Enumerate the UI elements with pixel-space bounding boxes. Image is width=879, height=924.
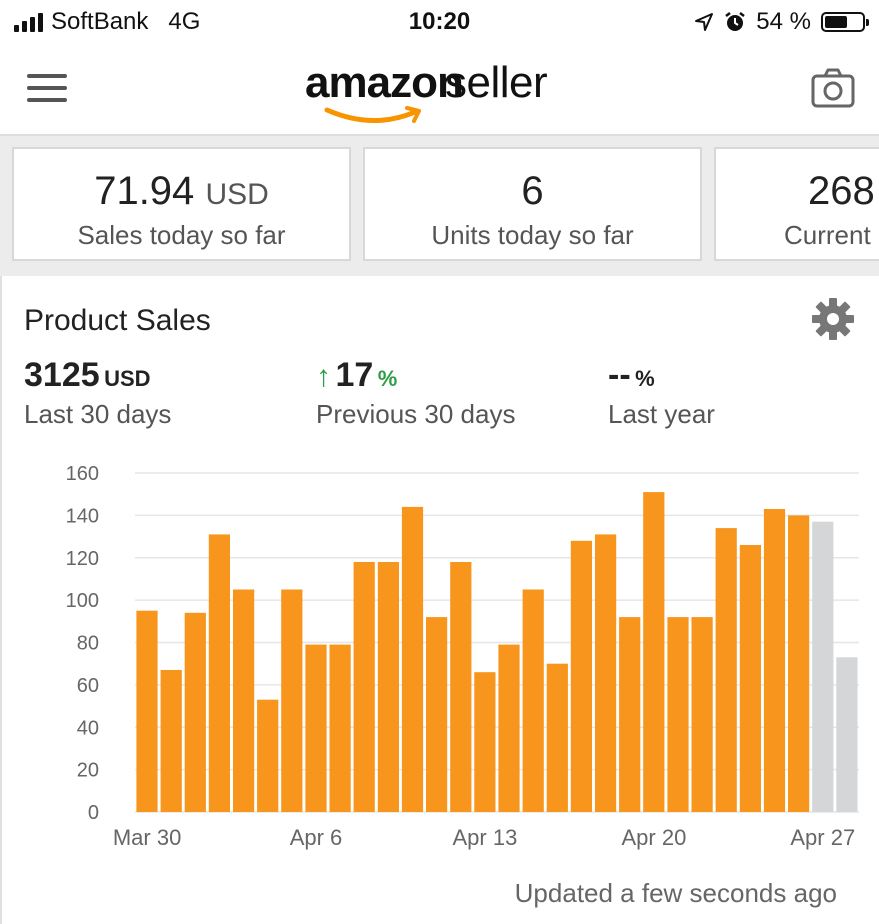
kpi-card-sales[interactable]: 71.94 USD Sales today so far bbox=[12, 147, 351, 261]
sales-bar[interactable] bbox=[305, 644, 327, 812]
sales-bar[interactable] bbox=[739, 545, 761, 812]
network-type: 4G bbox=[168, 8, 201, 35]
kpi-card-units[interactable]: 6 Units today so far bbox=[363, 147, 702, 261]
sales-bar[interactable] bbox=[788, 515, 810, 812]
stat-last-30-days: 3125 USD Last 30 days bbox=[24, 356, 171, 430]
change-unit: % bbox=[377, 366, 398, 391]
sales-bar[interactable] bbox=[474, 672, 496, 812]
alarm-icon bbox=[725, 12, 746, 31]
sales-bar[interactable] bbox=[377, 562, 399, 812]
sales-bar[interactable] bbox=[353, 562, 375, 812]
logo-amazon-text: amazon bbox=[305, 58, 464, 107]
x-tick-label: Apr 27 bbox=[790, 825, 855, 850]
kpi-current-label: Current bbox=[784, 220, 871, 250]
x-tick-label: Apr 20 bbox=[621, 825, 686, 850]
sales-bar[interactable] bbox=[329, 644, 351, 812]
menu-icon[interactable] bbox=[27, 74, 67, 104]
camera-icon[interactable] bbox=[811, 68, 855, 108]
amazon-seller-logo: amazon seller bbox=[305, 58, 585, 128]
status-bar: SoftBank 4G 10:20 54 % bbox=[0, 0, 879, 44]
sales-bar[interactable] bbox=[208, 534, 230, 812]
settings-gear-icon[interactable] bbox=[810, 296, 856, 342]
y-tick-label: 100 bbox=[66, 590, 99, 612]
sales-bar[interactable] bbox=[136, 610, 158, 812]
y-tick-label: 20 bbox=[77, 760, 99, 782]
sales-bar[interactable] bbox=[643, 492, 665, 812]
sales-bar[interactable] bbox=[570, 540, 592, 812]
updated-status: Updated a few seconds ago bbox=[514, 878, 837, 908]
total-sales-unit: USD bbox=[104, 366, 151, 391]
change-label: Previous 30 days bbox=[316, 399, 516, 429]
kpi-units-label: Units today so far bbox=[431, 220, 634, 250]
y-tick-label: 60 bbox=[77, 675, 99, 697]
last-year-unit: % bbox=[635, 366, 655, 391]
y-tick-label: 80 bbox=[77, 633, 99, 655]
kpi-sales-label: Sales today so far bbox=[77, 220, 286, 250]
battery-icon bbox=[821, 12, 869, 32]
kpi-card-current[interactable]: 268 Current bbox=[714, 147, 879, 261]
kpi-units-value: 6 bbox=[521, 169, 544, 213]
stat-last-year: -- % Last year bbox=[608, 356, 715, 430]
kpi-cards-row: 71.94 USD Sales today so far 6 Units tod… bbox=[0, 136, 879, 276]
sales-bar[interactable] bbox=[184, 612, 206, 812]
total-sales-label: Last 30 days bbox=[24, 399, 172, 429]
sales-bar[interactable] bbox=[450, 562, 472, 812]
sales-bar[interactable] bbox=[691, 617, 713, 812]
sales-bar[interactable] bbox=[257, 699, 279, 812]
projected-bar[interactable] bbox=[812, 521, 834, 812]
stat-previous-30-days: ↑ 17 % Previous 30 days bbox=[316, 356, 515, 430]
sales-bar[interactable] bbox=[595, 534, 617, 812]
sales-bar[interactable] bbox=[233, 589, 255, 813]
kpi-sales-unit: USD bbox=[205, 178, 269, 211]
sales-bar[interactable] bbox=[522, 589, 544, 813]
carrier-name: SoftBank bbox=[51, 8, 149, 35]
y-tick-label: 160 bbox=[66, 463, 99, 485]
sales-bar[interactable] bbox=[426, 617, 448, 812]
y-tick-label: 40 bbox=[77, 717, 99, 739]
x-tick-label: Apr 6 bbox=[290, 825, 343, 850]
sales-bar[interactable] bbox=[715, 528, 737, 812]
logo-seller-text: seller bbox=[445, 58, 548, 107]
x-tick-label: Apr 13 bbox=[452, 825, 517, 850]
product-sales-panel: Product Sales 3125 USD Last 30 days ↑ 17… bbox=[0, 276, 879, 924]
sales-bar[interactable] bbox=[667, 617, 689, 812]
amazon-smile-icon bbox=[324, 106, 421, 123]
kpi-sales-value: 71.94 bbox=[94, 169, 195, 213]
last-year-label: Last year bbox=[608, 399, 715, 429]
product-sales-bar-chart: 0 20 40 60 80 100 120 140 160 Mar 30 Apr 6 Apr 13 Ap… bbox=[66, 463, 859, 850]
sales-bar[interactable] bbox=[546, 663, 568, 812]
up-arrow-icon: ↑ bbox=[316, 360, 331, 393]
sales-bar[interactable] bbox=[763, 509, 786, 812]
total-sales-value: 3125 bbox=[24, 356, 100, 394]
x-tick-label: Mar 30 bbox=[113, 825, 181, 850]
sales-bar[interactable] bbox=[281, 589, 303, 813]
y-tick-label: 140 bbox=[66, 505, 99, 527]
sales-bar[interactable] bbox=[498, 644, 520, 812]
sales-bar[interactable] bbox=[160, 670, 182, 812]
clock: 10:20 bbox=[408, 8, 471, 35]
last-year-value: -- bbox=[608, 356, 631, 394]
change-value: 17 bbox=[335, 356, 374, 394]
sales-bar[interactable] bbox=[619, 617, 641, 812]
kpi-current-value: 268 bbox=[808, 169, 875, 213]
panel-title: Product Sales bbox=[24, 304, 211, 337]
battery-percent: 54 % bbox=[756, 8, 811, 35]
y-tick-label: 0 bbox=[88, 802, 99, 824]
app-header: amazon seller bbox=[0, 44, 879, 136]
y-tick-label: 120 bbox=[66, 548, 99, 570]
location-arrow-icon bbox=[695, 13, 714, 31]
signal-strength-icon bbox=[14, 12, 43, 32]
sales-bar[interactable] bbox=[401, 506, 424, 812]
projected-bar[interactable] bbox=[836, 657, 858, 812]
